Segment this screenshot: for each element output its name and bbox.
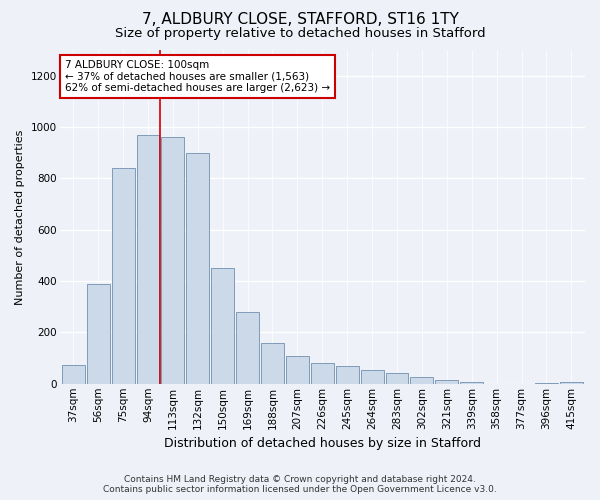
Bar xyxy=(560,382,583,384)
Bar xyxy=(62,364,85,384)
Bar xyxy=(261,342,284,384)
Text: 7, ALDBURY CLOSE, STAFFORD, ST16 1TY: 7, ALDBURY CLOSE, STAFFORD, ST16 1TY xyxy=(142,12,458,28)
Bar xyxy=(112,168,134,384)
Bar xyxy=(460,382,483,384)
Text: Contains public sector information licensed under the Open Government Licence v3: Contains public sector information licen… xyxy=(103,485,497,494)
Text: 7 ALDBURY CLOSE: 100sqm
← 37% of detached houses are smaller (1,563)
62% of semi: 7 ALDBURY CLOSE: 100sqm ← 37% of detache… xyxy=(65,60,330,93)
Bar xyxy=(211,268,234,384)
Text: Contains HM Land Registry data © Crown copyright and database right 2024.: Contains HM Land Registry data © Crown c… xyxy=(124,475,476,484)
Bar xyxy=(386,374,409,384)
X-axis label: Distribution of detached houses by size in Stafford: Distribution of detached houses by size … xyxy=(164,437,481,450)
Bar xyxy=(161,138,184,384)
Bar xyxy=(236,312,259,384)
Bar xyxy=(137,134,160,384)
Bar xyxy=(187,152,209,384)
Bar xyxy=(286,356,309,384)
Text: Size of property relative to detached houses in Stafford: Size of property relative to detached ho… xyxy=(115,28,485,40)
Bar xyxy=(311,363,334,384)
Bar xyxy=(336,366,359,384)
Bar xyxy=(535,383,558,384)
Bar xyxy=(436,380,458,384)
Bar xyxy=(87,284,110,384)
Bar xyxy=(410,376,433,384)
Y-axis label: Number of detached properties: Number of detached properties xyxy=(15,129,25,304)
Bar xyxy=(361,370,383,384)
